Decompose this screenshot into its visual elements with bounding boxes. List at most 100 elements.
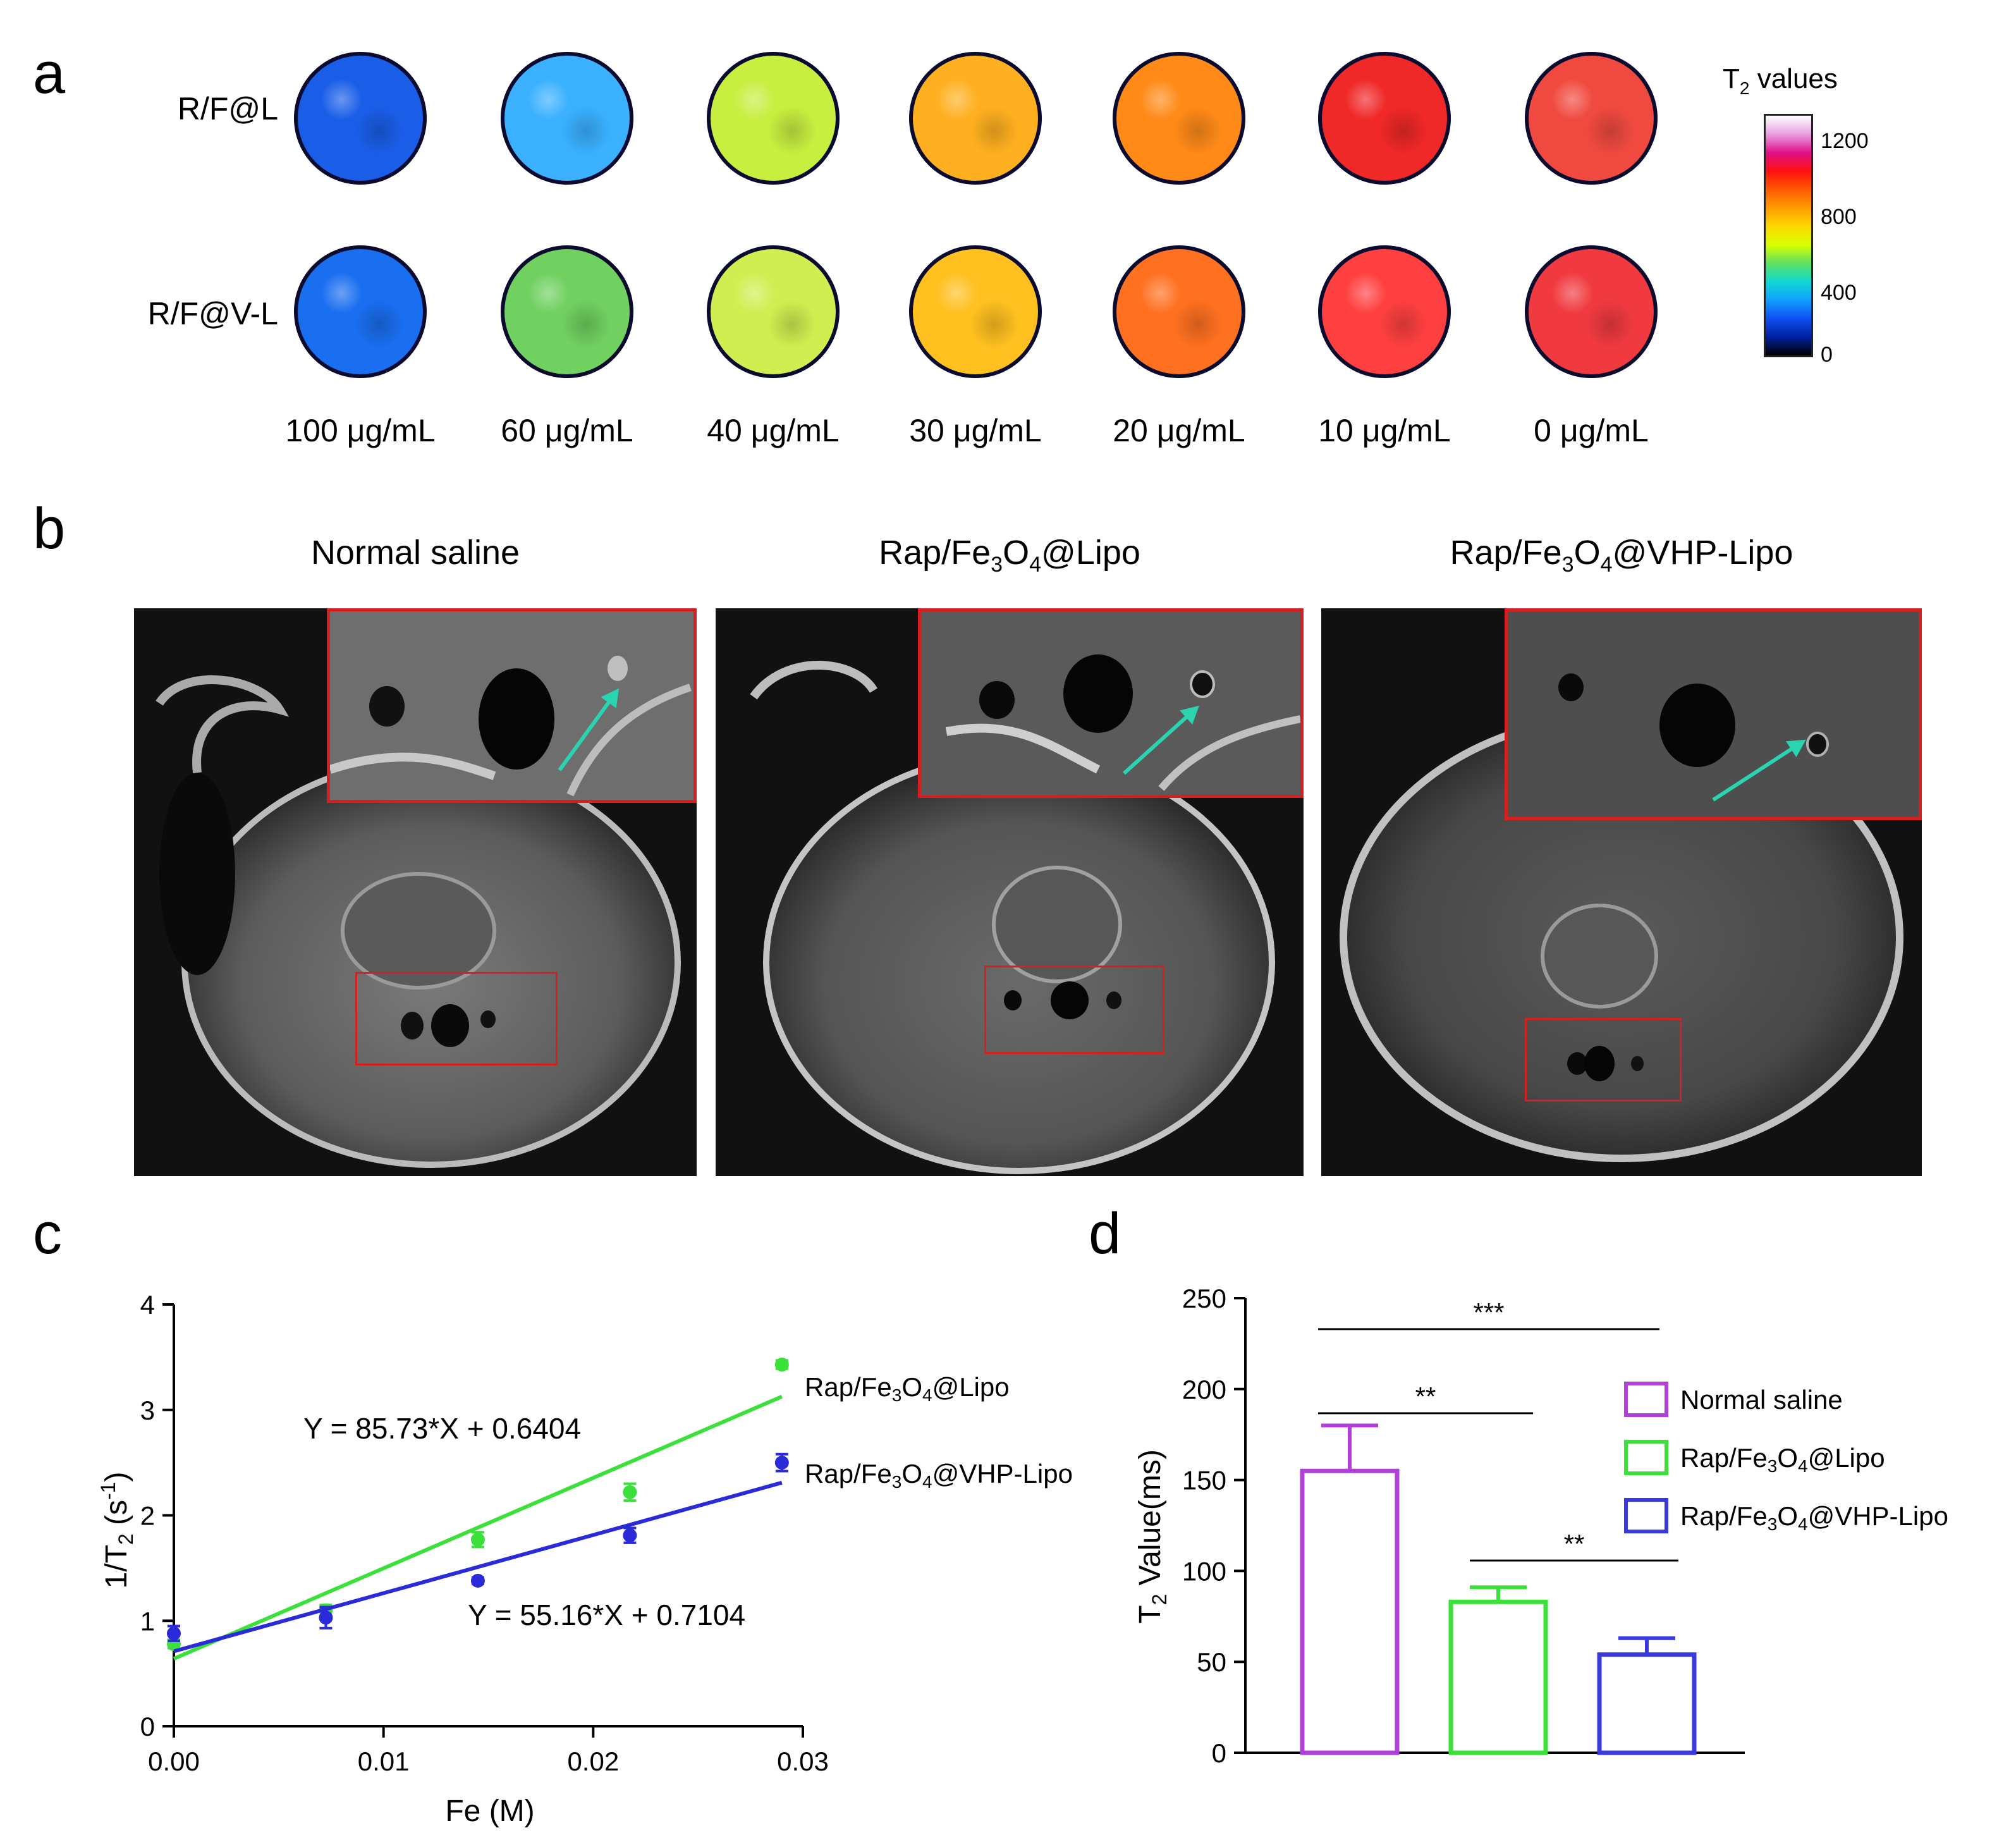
bar-2 — [1448, 1599, 1548, 1755]
concentration-label-5: 20 μg/mL — [1113, 413, 1245, 448]
significance-label-1: *** — [1473, 1298, 1504, 1327]
chart-d-ylabel: T2 Value(ms) — [1133, 1449, 1171, 1624]
bar-1 — [1300, 1468, 1400, 1755]
mri-inset-1-art — [328, 656, 692, 797]
panel-d-letter: d — [1089, 1201, 1121, 1266]
chart-c-ytick-label: 3 — [140, 1396, 155, 1425]
chart-c-axes: 0.00 0.01 0.02 0.03 0 1 2 3 4 — [140, 1290, 829, 1776]
data-point-series-2 — [319, 1611, 333, 1625]
concentration-label-1: 100 μg/mL — [285, 413, 436, 448]
chart-c-ylabel: 1/T2 (s-1) — [97, 1472, 137, 1589]
colorbar-tick-400: 400 — [1821, 281, 1857, 305]
chart-c-legend-lipo: Rap/Fe3O4@Lipo — [805, 1372, 1010, 1405]
fit-line-series-2 — [173, 1480, 783, 1654]
panel-c-letter: c — [33, 1201, 62, 1266]
chart-d-legend: Normal saline Rap/Fe3O4@Lipo Rap/Fe3O4@V… — [1624, 1382, 1948, 1534]
chart-c-xtick-label: 0.00 — [148, 1746, 200, 1776]
phantom-disc-row1-4 — [909, 52, 1042, 185]
legend-label-lipo: Rap/Fe3O4@Lipo — [1680, 1443, 1885, 1476]
mri-title-normal-saline: Normal saline — [310, 534, 520, 572]
panel-b-letter: b — [33, 496, 66, 561]
chart-c-series — [167, 1358, 789, 1660]
mri-anatomy-3 — [1340, 712, 1903, 1162]
mri-inset-3-art — [1558, 673, 1829, 767]
mri-inset-2 — [918, 608, 1304, 798]
concentration-label-3: 40 μg/mL — [707, 413, 840, 448]
phantom-disc-row1-1 — [294, 52, 427, 185]
data-point-series-2 — [623, 1528, 637, 1543]
chart-c-equation-vhp: Y = 55.16*X + 0.7104 — [468, 1598, 745, 1631]
chart-d-ytick-label: 0 — [1212, 1738, 1226, 1768]
chart-d-ytick-label: 250 — [1182, 1284, 1226, 1313]
legend-swatch-lipo — [1624, 1440, 1668, 1475]
phantom-disc-row2-3 — [707, 245, 840, 378]
data-point-series-2 — [774, 1456, 789, 1470]
mri-inset-2-art — [945, 654, 1302, 791]
chart-c-xtick-label: 0.01 — [358, 1746, 410, 1776]
colorbar-tick-0: 0 — [1821, 343, 1833, 367]
row-label-rfvl: R/F@V-L — [147, 296, 278, 331]
concentration-label-2: 60 μg/mL — [501, 413, 633, 448]
phantom-disc-row2-5 — [1113, 245, 1245, 378]
phantom-disc-row2-1 — [294, 245, 427, 378]
roi-box-3 — [1525, 1018, 1682, 1101]
phantom-disc-row1-6 — [1318, 52, 1451, 185]
chart-c-xtick-label: 0.02 — [567, 1746, 619, 1776]
mri-inset-3 — [1505, 608, 1922, 820]
colorbar-tick-1200: 1200 — [1821, 129, 1869, 153]
chart-c-ytick-label: 0 — [140, 1712, 155, 1741]
colorbar — [1764, 114, 1813, 357]
legend-label-normal-saline: Normal saline — [1680, 1385, 1843, 1414]
mri-title-vhp-lipo: Rap/Fe3O4@VHP-Lipo — [1450, 534, 1793, 577]
chart-d-ytick-label: 150 — [1182, 1466, 1226, 1495]
fit-line-series-1 — [173, 1394, 783, 1660]
significance-label-3: ** — [1564, 1529, 1585, 1559]
mri-inset-1 — [327, 608, 697, 803]
mri-title-lipo: Rap/Fe3O4@Lipo — [879, 534, 1140, 577]
phantom-disc-row2-2 — [501, 245, 633, 378]
significance-label-2: ** — [1415, 1382, 1436, 1411]
mri-image-lipo — [716, 608, 1304, 1176]
chart-c-ytick-label: 4 — [140, 1290, 155, 1320]
phantom-disc-row1-7 — [1525, 52, 1658, 185]
data-point-series-2 — [167, 1626, 181, 1641]
roi-box-1 — [355, 972, 558, 1065]
chart-c-xtick-label: 0.03 — [777, 1746, 829, 1776]
chart-d-ytick-label: 200 — [1182, 1375, 1226, 1404]
chart-d-ytick-label: 100 — [1182, 1556, 1226, 1586]
concentration-label-4: 30 μg/mL — [909, 413, 1042, 448]
chart-c-ytick-label: 1 — [140, 1606, 155, 1636]
mri-image-normal-saline — [134, 608, 697, 1176]
roi-box-2 — [984, 966, 1164, 1054]
chart-c-legend-vhp: Rap/Fe3O4@VHP-Lipo — [805, 1459, 1073, 1492]
phantom-disc-row2-7 — [1525, 245, 1658, 378]
data-point-series-2 — [470, 1573, 485, 1588]
data-point-series-1 — [623, 1485, 637, 1499]
phantom-disc-row2-4 — [909, 245, 1042, 378]
mri-image-vhp-lipo — [1321, 608, 1922, 1176]
data-point-series-1 — [470, 1532, 485, 1547]
chart-d-axes: 0 50 100 150 200 250 — [1182, 1284, 1745, 1768]
chart-c-equation-lipo: Y = 85.73*X + 0.6404 — [303, 1412, 581, 1445]
panel-a-letter: a — [33, 41, 66, 106]
bar-3 — [1597, 1652, 1697, 1755]
legend-swatch-normal-saline — [1624, 1382, 1668, 1417]
row-label-rfl: R/F@L — [177, 91, 278, 126]
chart-c-ytick-label: 2 — [140, 1501, 155, 1531]
phantom-disc-row1-2 — [501, 52, 633, 185]
concentration-label-6: 10 μg/mL — [1318, 413, 1451, 448]
chart-c-xlabel: Fe (M) — [445, 1795, 534, 1828]
phantom-disc-row1-3 — [707, 52, 840, 185]
legend-label-vhp-lipo: Rap/Fe3O4@VHP-Lipo — [1680, 1501, 1948, 1534]
phantom-disc-row2-6 — [1318, 245, 1451, 378]
colorbar-title: T2 values — [1723, 63, 1838, 98]
colorbar-tick-800: 800 — [1821, 205, 1857, 229]
chart-d-ytick-label: 50 — [1197, 1647, 1226, 1677]
chart-d-bars: ******* — [1300, 1298, 1697, 1755]
phantom-disc-row1-5 — [1113, 52, 1245, 185]
data-point-series-1 — [774, 1358, 789, 1372]
concentration-label-7: 0 μg/mL — [1534, 413, 1649, 448]
legend-swatch-vhp-lipo — [1624, 1498, 1668, 1533]
